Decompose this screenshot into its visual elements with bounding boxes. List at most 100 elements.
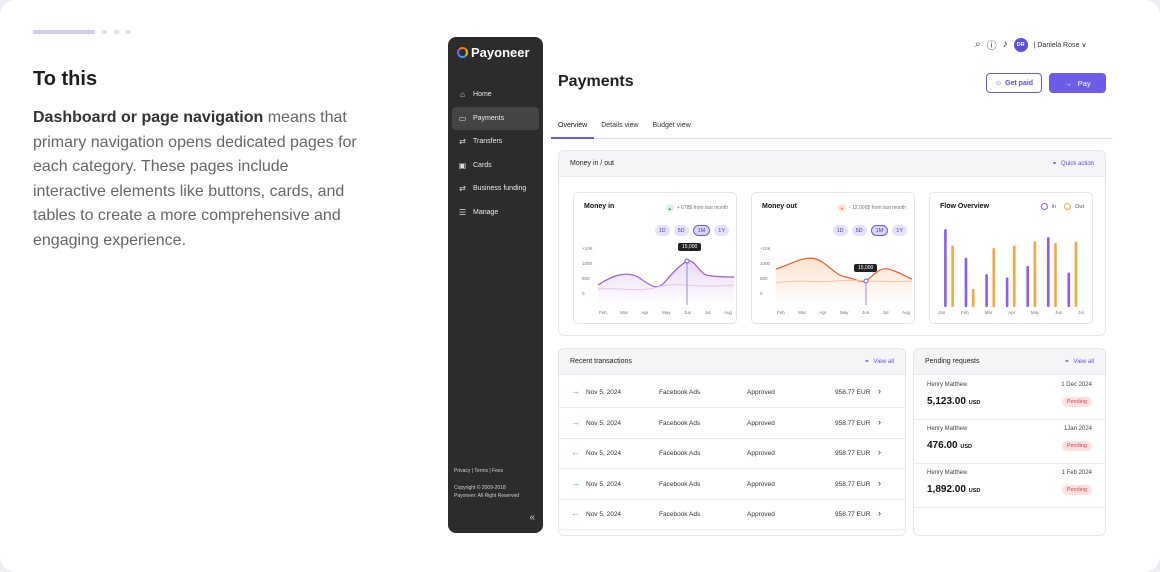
flow-x-axis: Jan Feb Mar Apr May Jun Jul (938, 310, 1084, 315)
x-tick: May (839, 310, 849, 315)
x-tick: Feb (961, 310, 969, 315)
table-row[interactable]: → Nov 5, 2024 Facebook Ads Approved 958.77 E… (559, 409, 905, 439)
chevron-right-icon[interactable]: › (878, 416, 881, 427)
range-1m[interactable]: 1M (870, 225, 889, 236)
status-badge: Pending (1061, 397, 1092, 407)
table-row[interactable]: ← Nov 5, 2024 Facebook Ads Approved 958.77 E… (559, 439, 905, 469)
sidebar-item-transfers[interactable]: ⇄ Transfers (452, 130, 539, 154)
table-row[interactable]: → Nov 5, 2024 Facebook Ads Approved 958.77 E… (559, 470, 905, 500)
tab-overview[interactable]: Overview (551, 118, 595, 139)
range-1y[interactable]: 1Y (892, 225, 907, 236)
slide-progress (33, 30, 131, 34)
user-menu[interactable]: | Daniela Rose ∨ (1033, 41, 1087, 49)
quick-action-link[interactable]: ⚭ Quick action (1051, 160, 1094, 168)
tx-merchant: Facebook Ads (659, 480, 701, 488)
request-amount: 1,892.00 USD (927, 484, 980, 495)
avatar[interactable]: DR (1013, 37, 1028, 52)
x-tick: Mar (620, 310, 628, 315)
bar-in-jan (944, 229, 947, 307)
chevron-right-icon[interactable]: › (878, 477, 881, 488)
money-out-area (776, 258, 912, 305)
tab-details-view[interactable]: Details view (601, 122, 639, 129)
pending-header: Pending requests ⚭ View all (914, 349, 1105, 375)
bar-in-jul (1067, 272, 1071, 307)
request-date: 1 Feb 2024 (1061, 470, 1092, 476)
x-tick: Feb (599, 310, 607, 315)
tx-date: Nov 5, 2024 (586, 419, 622, 427)
y-tick: 0 (760, 291, 763, 296)
money-in-change-text: + 678$ from last month (676, 205, 728, 211)
range-1y[interactable]: 1Y (714, 225, 729, 236)
bar-out-jul (1074, 241, 1078, 307)
arrow-right-icon: → (571, 386, 580, 396)
bar-in-mar (985, 274, 988, 307)
sidebar-footer: Privacy | Terms | Fees Copyright © 2009-… (454, 467, 519, 500)
y-tick: 1000 (760, 261, 771, 266)
money-out-change-text: - 12,000$ from last month (849, 205, 906, 211)
range-1d[interactable]: 1D (654, 225, 670, 236)
sidebar-item-label: Payments (473, 114, 505, 122)
money-panel: Money in / out ⚭ Quick action Money in ▲… (558, 150, 1106, 336)
range-1m[interactable]: 1M (692, 225, 711, 236)
legend-in-label: In (1051, 203, 1057, 210)
tab-budget-view[interactable]: Budget view (652, 122, 691, 129)
sidebar-item-cards[interactable]: ▣ Cards (452, 154, 539, 178)
list-item[interactable]: Henry Matthew 1 Feb 2024 1,892.00 USD Pendi… (914, 464, 1105, 508)
status-badge: Pending (1061, 441, 1092, 451)
x-tick: Aug (901, 310, 910, 315)
list-item[interactable]: Henry Matthew 1 Dec 2024 5,123.00 USD Pendi… (914, 376, 1105, 420)
get-paid-button[interactable]: ☺ Get paid (986, 73, 1042, 93)
flow-legend: In Out (1040, 203, 1084, 210)
table-row[interactable]: → Nov 5, 2024 Facebook Ads Approved 958.77 E… (559, 378, 905, 408)
help-icon[interactable]: ⓘ (986, 41, 997, 52)
sidebar-item-payments[interactable]: ▭ Payments (452, 106, 539, 130)
range-5d[interactable]: 5D (851, 225, 867, 236)
bell-icon[interactable]: ♪ (1002, 39, 1008, 50)
amount-currency: USD (968, 400, 981, 406)
flow-overview-card: Flow Overview In Out Jan Feb Mar Apr May… (929, 192, 1093, 324)
view-all-link[interactable]: ⚭ View all (864, 358, 894, 366)
bar-in-jun (1047, 237, 1050, 307)
progress-bar-active (33, 30, 95, 34)
money-in-change: ▲ + 678$ from last month (665, 204, 728, 212)
sidebar-item-manage[interactable]: ☰ Manage (452, 201, 539, 225)
slide-description: Dashboard or page navigation means that … (33, 106, 363, 253)
payoneer-logo[interactable]: Payoneer (457, 45, 530, 60)
x-tick: Feb (777, 310, 785, 315)
bar-in-apr (1005, 277, 1009, 307)
tx-amount: 958.77 EUR (835, 450, 871, 457)
pending-requests-panel: Pending requests ⚭ View all Henry Matthe… (913, 348, 1106, 536)
link-icon: ⚭ (864, 359, 870, 365)
pay-button[interactable]: → Pay (1049, 73, 1106, 93)
collapse-sidebar-button[interactable]: « (529, 512, 535, 523)
footer-links[interactable]: Privacy | Terms | Fees (454, 468, 504, 474)
sidebar-item-home[interactable]: ⌂ Home (452, 83, 539, 107)
card-icon: ▣ (458, 160, 467, 170)
search-icon[interactable]: ⌕ (975, 39, 981, 50)
smile-icon: ☺ (994, 79, 1003, 87)
y-tick: 500 (760, 276, 768, 281)
sidebar-item-business-funding[interactable]: ⇄ Business funding (452, 177, 539, 201)
page-tabs: Overview Details view Budget view (551, 118, 1113, 139)
money-in-card: Money in ▲ + 678$ from last month 1D 5D … (573, 192, 737, 324)
down-arrow-icon: ▼ (838, 204, 847, 212)
get-paid-label: Get paid (1005, 79, 1034, 87)
view-all-link[interactable]: ⚭ View all (1064, 358, 1094, 366)
link-icon: ⚭ (1051, 161, 1057, 167)
list-item[interactable]: Henry Matthew 1Jan 2024 476.00 USD Pending (914, 420, 1105, 464)
pay-label: Pay (1077, 78, 1091, 88)
amount-currency: USD (968, 488, 981, 494)
x-tick: May (661, 310, 671, 315)
range-1d[interactable]: 1D (832, 225, 848, 236)
y-tick: +10K (760, 246, 771, 251)
chevron-right-icon[interactable]: › (878, 447, 881, 457)
amount-value: 1,892.00 (927, 484, 966, 495)
chevron-right-icon[interactable]: › (878, 508, 881, 518)
arrow-right-icon: → (571, 477, 580, 488)
money-in-area (598, 260, 734, 305)
table-row[interactable]: ← Nov 5, 2024 Facebook Ads Approved 958.77 E… (559, 500, 905, 530)
chevron-right-icon[interactable]: › (878, 386, 881, 396)
range-5d[interactable]: 5D (673, 225, 689, 236)
legend-out-label: Out (1075, 203, 1084, 210)
